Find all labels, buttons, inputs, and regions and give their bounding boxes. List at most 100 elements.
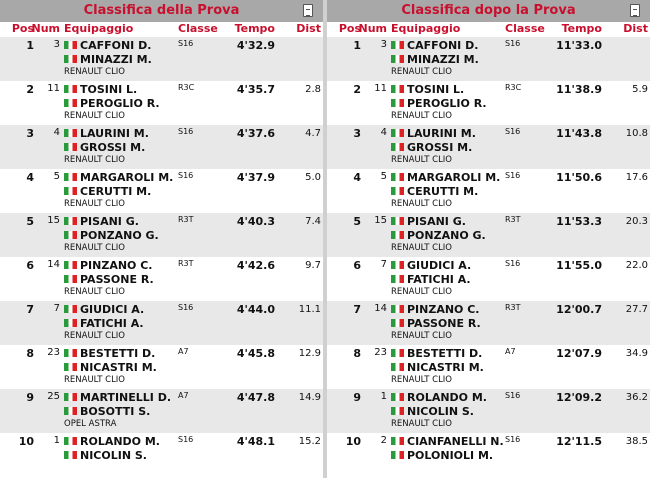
document-icon[interactable] (630, 4, 640, 17)
italy-flag-icon (391, 393, 404, 401)
car-number: 2 (380, 435, 387, 446)
table-row[interactable]: 3 4 LAURINI M. GROSSI M. RENAULT CLIO S1… (327, 125, 650, 169)
table-row[interactable]: 10 1 ROLANDO M. NICOLIN S. S16 4'48.1 15… (0, 433, 323, 477)
co-driver: MINAZZI M. (64, 53, 152, 66)
table-row[interactable]: 5 15 PISANI G. PONZANO G. RENAULT CLIO R… (0, 213, 323, 257)
italy-flag-icon (64, 261, 77, 269)
car-number: 3 (53, 39, 60, 50)
header-classe: Classe (505, 22, 545, 35)
position: 8 (26, 347, 34, 360)
co-driver: GROSSI M. (391, 141, 472, 154)
class: R3C (178, 83, 195, 92)
gap: 4.7 (305, 128, 321, 139)
class: R3T (505, 303, 521, 312)
table-row[interactable]: 1 3 CAFFONI D. MINAZZI M. RENAULT CLIO S… (0, 37, 323, 81)
table-row[interactable]: 7 7 GIUDICI A. FATICHI A. RENAULT CLIO S… (0, 301, 323, 345)
header-tempo: Tempo (561, 22, 602, 35)
time: 4'37.9 (236, 171, 275, 184)
italy-flag-icon (391, 99, 404, 107)
car-number: 1 (380, 391, 387, 402)
table-row[interactable]: 2 11 TOSINI L. PEROGLIO R. RENAULT CLIO … (327, 81, 650, 125)
class: S16 (178, 127, 194, 136)
position: 3 (353, 127, 361, 140)
table-row[interactable]: 6 14 PINZANO C. PASSONE R. RENAULT CLIO … (0, 257, 323, 301)
co-driver: CERUTTI M. (64, 185, 151, 198)
co-driver: POLONIOLI M. (391, 449, 493, 462)
italy-flag-icon (64, 187, 77, 195)
position: 9 (26, 391, 34, 404)
header-dist: Dist (623, 22, 648, 35)
car-number: 15 (47, 215, 60, 226)
position: 6 (353, 259, 361, 272)
table-row[interactable]: 1 3 CAFFONI D. MINAZZI M. RENAULT CLIO S… (327, 37, 650, 81)
co-driver: NICASTRI M. (64, 361, 157, 374)
table-row[interactable]: 5 15 PISANI G. PONZANO G. RENAULT CLIO R… (327, 213, 650, 257)
driver: MARGAROLI M. (64, 171, 173, 184)
table-row[interactable]: 4 5 MARGAROLI M. CERUTTI M. RENAULT CLIO… (327, 169, 650, 213)
gap: 22.0 (625, 260, 648, 271)
position: 10 (345, 435, 361, 448)
italy-flag-icon (391, 173, 404, 181)
driver: ROLANDO M. (391, 391, 487, 404)
car-number: 1 (53, 435, 60, 446)
gap: 20.3 (625, 216, 648, 227)
position: 10 (18, 435, 34, 448)
position: 4 (353, 171, 361, 184)
time: 11'43.8 (556, 127, 602, 140)
co-driver: PONZANO G. (391, 229, 486, 242)
italy-flag-icon (391, 143, 404, 151)
car-number: 4 (53, 127, 60, 138)
co-driver: PASSONE R. (391, 317, 481, 330)
position: 5 (26, 215, 34, 228)
table-row[interactable]: 7 14 PINZANO C. PASSONE R. RENAULT CLIO … (327, 301, 650, 345)
table-row[interactable]: 8 23 BESTETTI D. NICASTRI M. RENAULT CLI… (0, 345, 323, 389)
italy-flag-icon (64, 393, 77, 401)
driver: PINZANO C. (64, 259, 153, 272)
header-classe: Classe (178, 22, 218, 35)
time: 4'48.1 (236, 435, 275, 448)
table-row[interactable]: 9 1 ROLANDO M. NICOLIN S. RENAULT CLIO S… (327, 389, 650, 433)
italy-flag-icon (64, 437, 77, 445)
table-row[interactable]: 10 2 CIANFANELLI N. POLONIOLI M. S16 12'… (327, 433, 650, 477)
document-icon[interactable] (303, 4, 313, 17)
table-row[interactable]: 2 11 TOSINI L. PEROGLIO R. RENAULT CLIO … (0, 81, 323, 125)
class: R3T (178, 259, 194, 268)
class: A7 (178, 391, 189, 400)
italy-flag-icon (64, 85, 77, 93)
car-number: 5 (53, 171, 60, 182)
gap: 17.6 (625, 172, 648, 183)
class: A7 (178, 347, 189, 356)
co-driver: NICASTRI M. (391, 361, 484, 374)
position: 1 (26, 39, 34, 52)
driver: MARTINELLI D. (64, 391, 171, 404)
car-number: 23 (47, 347, 60, 358)
car-model: RENAULT CLIO (64, 287, 125, 297)
divider (323, 0, 327, 478)
position: 7 (26, 303, 34, 316)
driver: PISANI G. (391, 215, 466, 228)
panel-title: Classifica della Prova (0, 0, 323, 22)
column-headers: Pos Num Equipaggio Classe Tempo Dist (327, 22, 650, 37)
italy-flag-icon (391, 305, 404, 313)
time: 11'53.3 (556, 215, 602, 228)
co-driver: GROSSI M. (64, 141, 145, 154)
italy-flag-icon (391, 363, 404, 371)
table-row[interactable]: 8 23 BESTETTI D. NICASTRI M. RENAULT CLI… (327, 345, 650, 389)
time: 11'55.0 (556, 259, 602, 272)
time: 4'47.8 (236, 391, 275, 404)
italy-flag-icon (64, 451, 77, 459)
driver: BESTETTI D. (391, 347, 482, 360)
car-model: RENAULT CLIO (391, 155, 452, 165)
time: 12'07.9 (556, 347, 602, 360)
co-driver: FATICHI A. (391, 273, 471, 286)
driver: CAFFONI D. (391, 39, 478, 52)
table-row[interactable]: 3 4 LAURINI M. GROSSI M. RENAULT CLIO S1… (0, 125, 323, 169)
table-row[interactable]: 4 5 MARGAROLI M. CERUTTI M. RENAULT CLIO… (0, 169, 323, 213)
gap: 11.1 (298, 304, 321, 315)
table-row[interactable]: 6 7 GIUDICI A. FATICHI A. RENAULT CLIO S… (327, 257, 650, 301)
stage-classification-panel: Classifica della Prova Pos Num Equipaggi… (0, 0, 323, 478)
car-model: RENAULT CLIO (64, 331, 125, 341)
gap: 9.7 (305, 260, 321, 271)
class: S16 (505, 171, 521, 180)
table-row[interactable]: 9 25 MARTINELLI D. BOSOTTI S. OPEL ASTRA… (0, 389, 323, 433)
